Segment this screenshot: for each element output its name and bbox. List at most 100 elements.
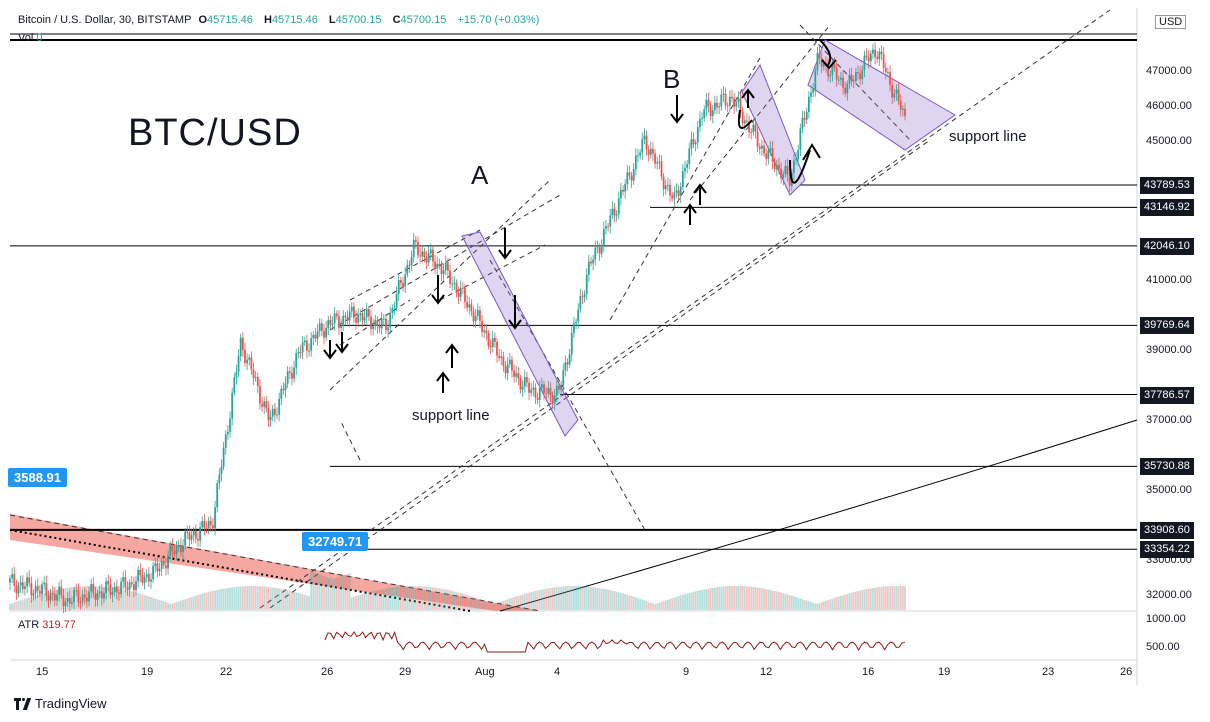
candle-body [677,190,680,196]
candle-body [109,584,112,595]
volume-bar [457,592,460,610]
volume-bar [19,600,22,610]
candle-body [641,139,644,153]
arrow-up-1-head [436,371,450,382]
candle-body [276,414,278,416]
volume-bar [662,601,665,610]
candle-body [120,581,122,595]
curve-arrow-3-head [821,59,837,70]
volume-bar [237,586,240,610]
volume-bar [320,575,323,610]
volume-bar [718,586,721,610]
candle-body [286,371,289,384]
candle-body [241,337,244,350]
volume-bar [128,590,131,610]
volume-bar [884,586,887,610]
volume-bar [421,586,424,610]
candle-body [835,67,838,80]
candle-body [474,316,477,322]
candle-body [261,403,263,407]
candle-body [498,355,501,358]
candle-body [842,77,844,88]
candle-body [810,92,812,97]
volume-bar [585,586,588,610]
volume-bar [308,596,310,610]
candle-body [859,73,862,80]
volume-bar [132,592,135,610]
volume-bar [863,589,866,610]
volume-bar [620,592,622,610]
candle-body [380,318,383,329]
volume-bar [799,598,802,610]
candle-body [876,57,879,60]
volume-bar [229,587,231,610]
volume-bar [679,595,682,610]
candle-body [778,164,780,169]
volume-bar [575,586,577,610]
volume-bar [81,586,84,610]
volume-bar [233,587,236,610]
candle-body [408,264,411,266]
volume-bar [581,586,584,610]
volume-bar [329,578,332,610]
volume-bar [397,586,400,610]
volume-bar [51,590,54,610]
volume-bar [363,593,366,610]
brand-footer[interactable]: TradingView [14,696,107,711]
candle-body [291,372,293,379]
volume-bar [573,586,575,610]
candle-body [342,315,345,326]
volume-bar [207,592,210,610]
volume-bar [391,587,394,610]
candle-body [679,186,682,196]
candle-body [444,262,447,271]
volume-bar [735,586,738,610]
volume-bar [9,604,11,610]
volume-bar [737,586,740,610]
volume-bar [323,575,325,610]
candle-body [837,79,840,81]
candle-body [634,155,637,170]
volume-bar [675,596,678,610]
candle-body [692,138,695,145]
time-tick-label: 15 [36,666,49,678]
candle-body [154,563,157,566]
candle-body [630,175,633,181]
candle-body [184,531,187,546]
candle-body [590,261,592,264]
volume-bar [656,603,659,610]
chart-title: BTC/USD [128,112,302,154]
candle-body [457,292,460,297]
volume-bar [68,587,71,610]
candle-body [316,331,319,339]
candle-body [449,270,451,284]
volume-bar [562,586,565,610]
volume-bar [496,602,498,610]
candle-body [666,184,669,186]
volume-bar [713,587,716,610]
candle-body [216,483,219,508]
volume-bar [442,589,445,610]
arrow-down-2-head [335,343,349,354]
currency-badge[interactable]: USD [1155,15,1187,29]
volume-bar [331,578,334,610]
volume-bar [773,590,776,610]
candle-body [250,357,253,370]
volume-bar [64,588,67,610]
volume-bar [466,594,469,610]
candle-body [799,128,802,150]
candle-body [632,169,635,181]
volume-bar [889,586,891,610]
high-value: 45715.46 [271,14,318,26]
volume-bar [218,589,221,610]
volume-bar [523,593,526,610]
volume-bar [58,589,61,610]
arrow-down-6-head [670,113,684,124]
price-tick-label: 45000.00 [1146,134,1192,147]
candle-body [209,520,212,526]
candle-body [711,110,714,116]
candle-body [479,310,481,321]
candle-body [899,100,902,110]
candle-body [446,262,449,271]
